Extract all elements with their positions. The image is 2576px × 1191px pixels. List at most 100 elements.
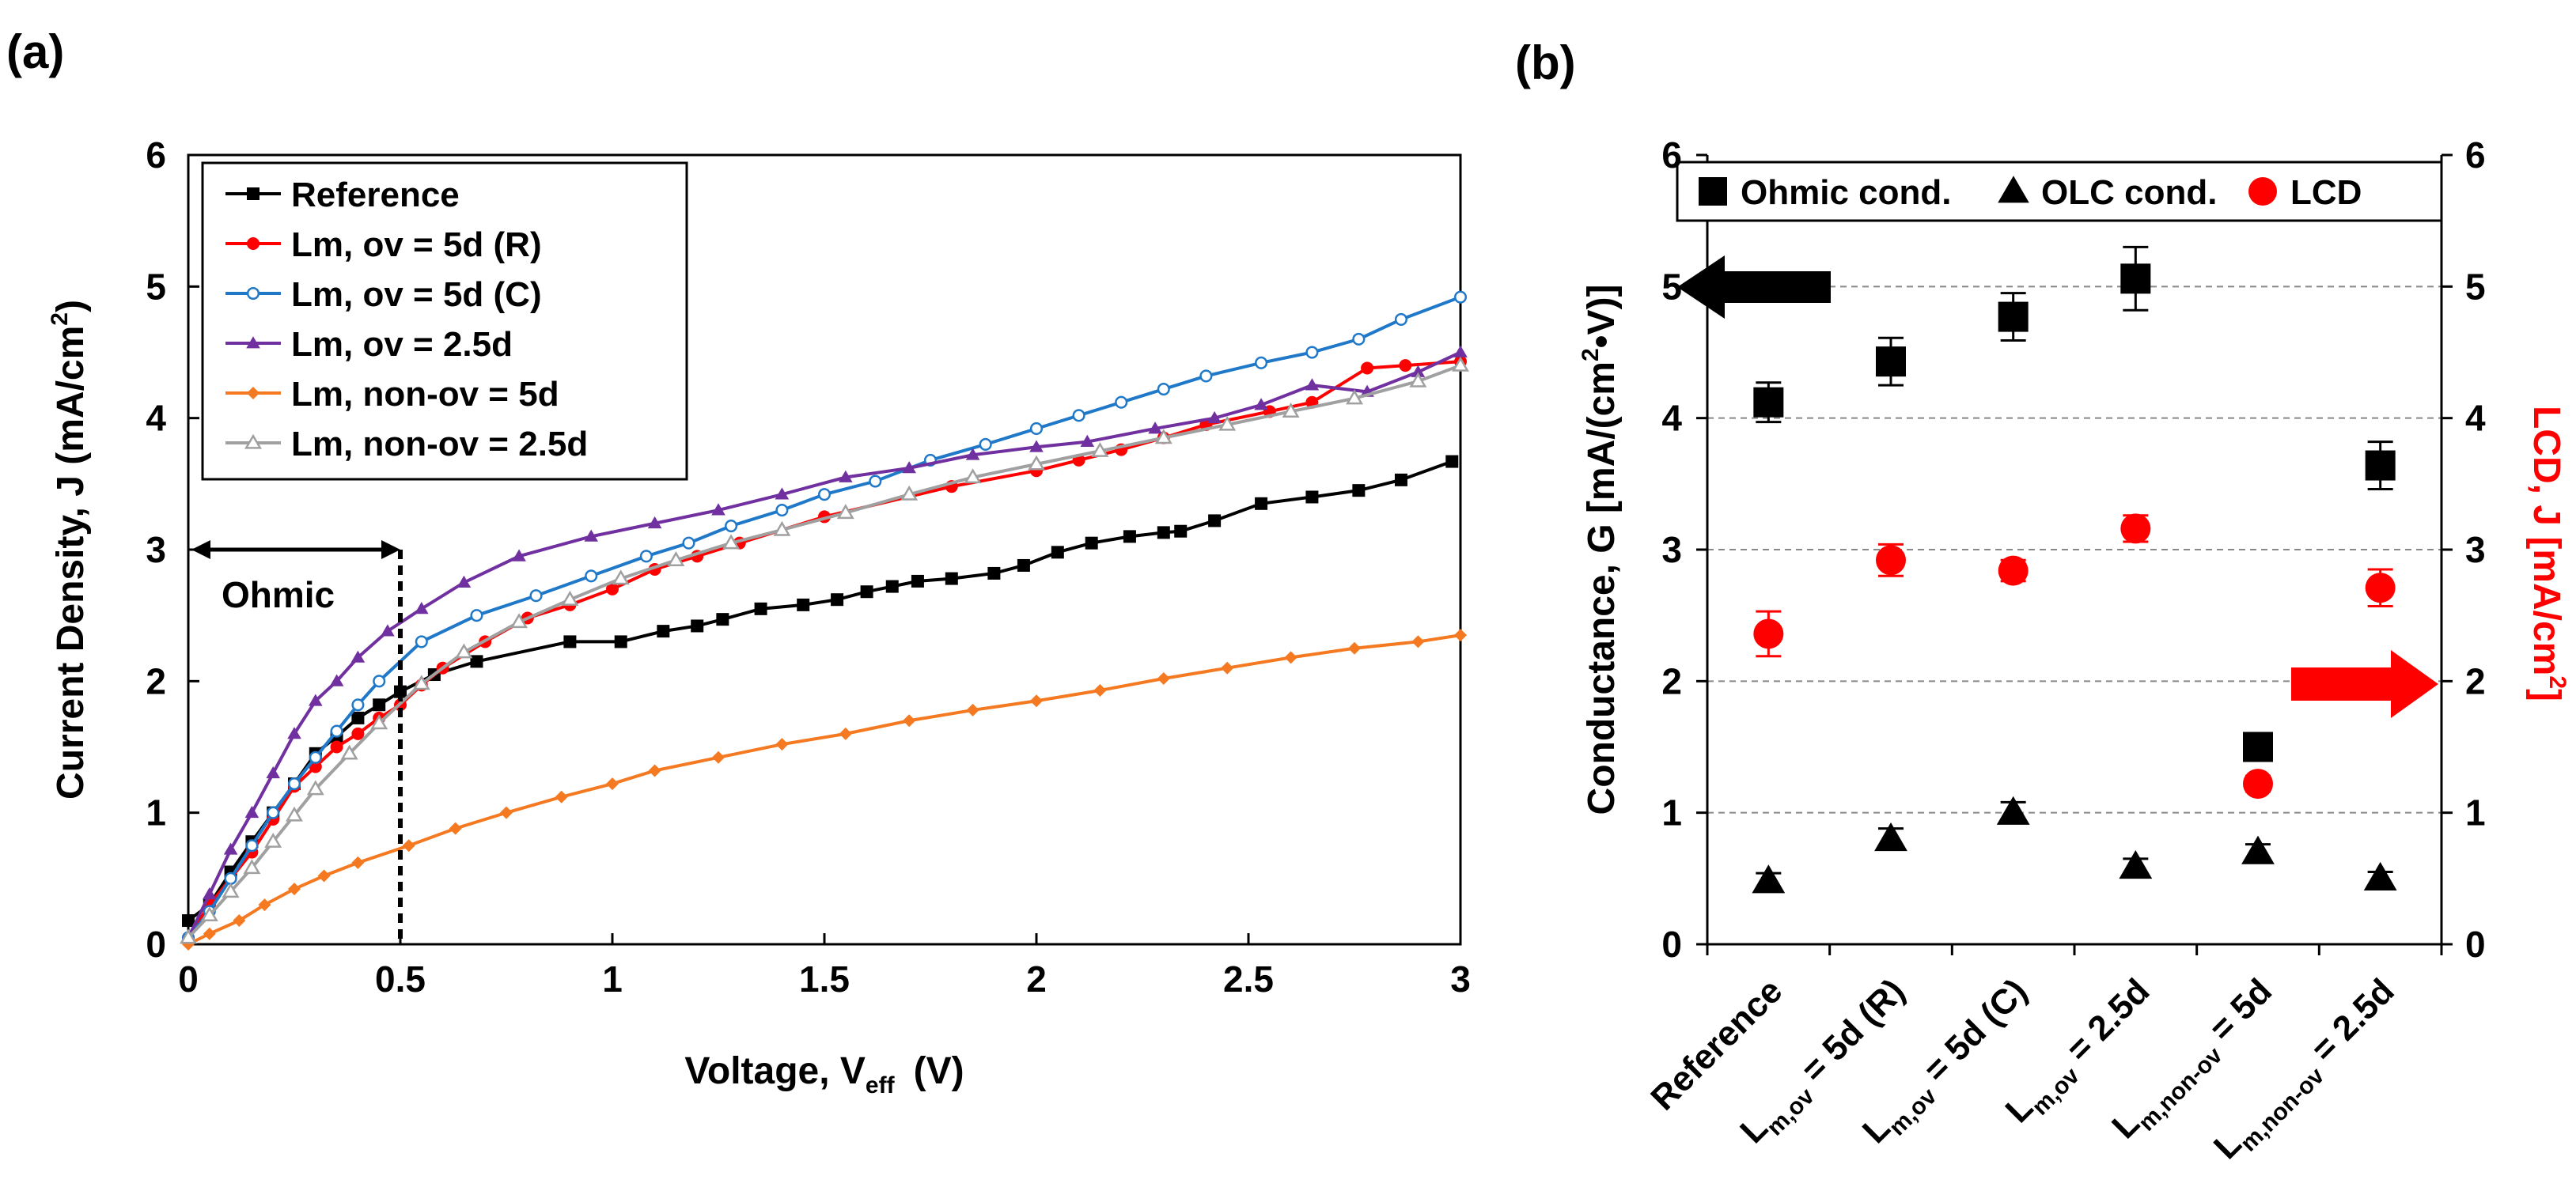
chart-b-y-axis-label: Conductance, G [mA/(cm2•V)] — [1578, 285, 1623, 815]
data-point — [309, 751, 322, 764]
data-point — [2120, 263, 2151, 294]
chart-b-y2-tick-label: 3 — [2465, 529, 2486, 570]
data-point — [1157, 672, 1170, 686]
data-point — [222, 883, 240, 898]
data-point — [1453, 290, 1468, 304]
data-point — [1157, 526, 1170, 539]
series-lm-ov-2-5d — [181, 345, 1468, 943]
legend-label: OLC cond. — [2041, 173, 2217, 212]
data-point — [243, 859, 261, 875]
data-point — [1157, 383, 1170, 396]
data-point — [903, 714, 916, 728]
data-point — [223, 842, 238, 855]
data-point — [584, 529, 598, 542]
data-point — [329, 674, 344, 686]
data-point — [1998, 555, 2029, 586]
data-point — [1051, 546, 1064, 559]
series-line-reference — [187, 459, 1453, 922]
data-point — [647, 516, 662, 529]
chart-a-x-tick-label: 1 — [602, 958, 623, 1000]
chart-b-y-tick-label: 1 — [1661, 792, 1682, 834]
series-lm-non-ov-2-5d — [180, 356, 1469, 944]
chart-a-x-tick-label: 0 — [178, 958, 199, 1000]
chart-a-legend-box — [201, 161, 688, 481]
chart-b-y-tick-label: 2 — [1661, 660, 1682, 701]
chart-b-y-tick-labels: 0 1 2 3 4 5 6 — [1661, 134, 1682, 965]
chart-b-legend: Ohmic cond. OLC cond. LCD — [1676, 161, 2443, 222]
data-point — [869, 475, 882, 488]
data-point — [2243, 732, 2273, 762]
data-point — [1208, 514, 1222, 527]
data-point — [987, 566, 1001, 580]
chart-a-y-tick-label: 4 — [146, 398, 166, 439]
data-point — [309, 694, 323, 706]
data-point — [966, 703, 979, 716]
data-point — [911, 574, 924, 588]
chart-a-x-tick-label: 2 — [1026, 958, 1047, 1000]
legend-label: Lm, ov = 5d (C) — [291, 275, 542, 314]
data-point — [351, 856, 365, 869]
data-point — [1030, 694, 1043, 708]
data-point — [612, 569, 630, 585]
data-point — [831, 593, 844, 607]
legend-label: Lm, non-ov = 5d — [291, 375, 559, 414]
data-point — [775, 738, 789, 751]
series-lm-non-ov-5d — [182, 629, 1467, 951]
data-point — [351, 698, 365, 712]
data-point — [775, 504, 789, 517]
data-point — [1254, 398, 1268, 410]
chart-a-plot-area: Ohmic Reference Lm, ov = 5d (R) Lm, ov = 5… — [180, 153, 1469, 951]
data-point — [817, 488, 832, 501]
data-point — [512, 549, 526, 561]
data-point — [2120, 513, 2151, 544]
data-point — [456, 575, 472, 588]
data-point — [682, 536, 695, 550]
data-point — [1876, 346, 1906, 377]
chart-a-y-tick-label: 1 — [146, 792, 166, 834]
legend-label: LCD — [2290, 173, 2362, 212]
data-point — [1080, 434, 1095, 448]
data-point — [182, 914, 195, 928]
chart-a-y-tick-labels: 0 1 2 3 4 5 6 — [146, 134, 166, 965]
data-point — [1453, 345, 1468, 357]
chart-a-x-tick-label: 3 — [1450, 958, 1471, 1000]
data-point — [1752, 864, 1786, 894]
data-point — [1411, 635, 1425, 648]
data-point — [1282, 403, 1300, 418]
chart-b-series — [1752, 245, 2397, 894]
data-point — [712, 751, 725, 764]
data-point — [773, 520, 791, 536]
chart-a-x-tick-label: 1.5 — [799, 958, 850, 1000]
data-point — [1255, 497, 1268, 510]
category-label: Reference — [1643, 971, 1790, 1117]
data-point — [606, 777, 619, 791]
chart-a-x-axis-label: Voltage, Veff (V) — [684, 1050, 964, 1098]
chart-b-y2-tick-label: 5 — [2465, 266, 2486, 307]
data-point — [2363, 861, 2397, 891]
data-point — [1255, 356, 1268, 369]
legend-marker — [244, 433, 262, 449]
data-point — [885, 580, 899, 593]
data-point — [1085, 536, 1098, 550]
data-point — [287, 727, 301, 739]
data-point — [415, 602, 429, 614]
chart-b-y2-tick-label: 0 — [2465, 924, 2486, 965]
data-point — [2119, 849, 2153, 879]
data-point — [1346, 389, 1363, 405]
data-point — [1409, 372, 1427, 388]
data-point — [203, 927, 216, 940]
data-point — [402, 839, 415, 853]
data-point — [306, 780, 324, 796]
data-point — [1148, 422, 1162, 434]
data-point — [725, 520, 738, 533]
data-point — [267, 806, 280, 819]
ohmic-label: Ohmic — [222, 574, 335, 615]
data-point — [639, 550, 653, 563]
data-point — [1874, 822, 1907, 852]
data-point — [648, 764, 661, 777]
data-point — [716, 613, 729, 626]
legend-label: Lm, non-ov = 2.5d — [291, 425, 588, 463]
data-point — [1454, 629, 1467, 642]
data-point — [381, 624, 395, 637]
data-point — [722, 534, 741, 550]
